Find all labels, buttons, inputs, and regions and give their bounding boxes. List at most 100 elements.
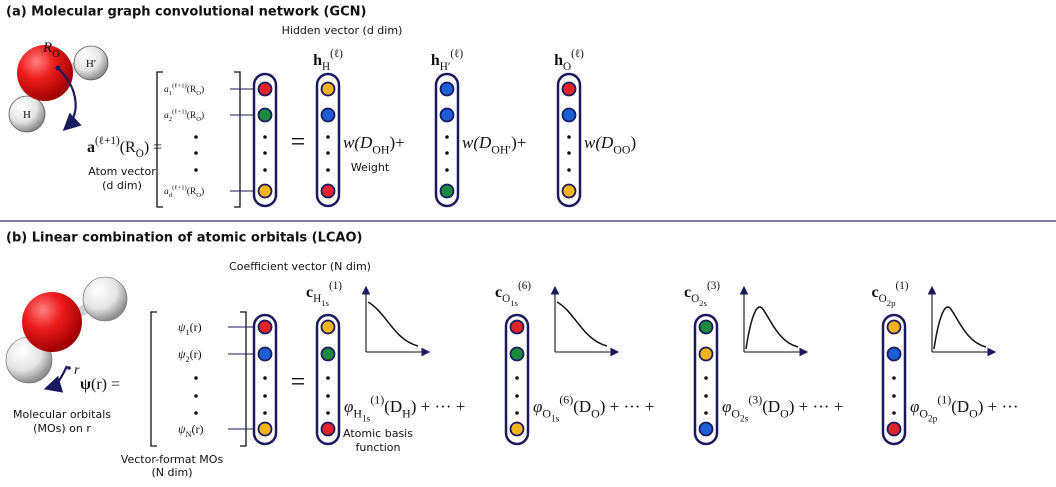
math-part: O [136,148,144,160]
math-part: ) [201,84,204,95]
math-part: φ [533,397,542,416]
ellipsis-dot [704,376,708,380]
ellipsis-dot [194,376,198,380]
ellipsis-dot [515,411,519,415]
math-part: H [322,61,330,73]
ellipsis-dot [194,168,198,172]
vector-element [322,423,335,436]
label: Coefficient vector (N dim) [229,260,371,273]
math-part: (r) = [91,376,120,393]
math-part: 1s [510,298,518,308]
vector-element [322,321,335,334]
math-part: OH′ [491,142,511,156]
math-part: h [431,52,440,69]
math-part: ) + ··· [978,397,1019,416]
label: (a) Molecular graph convolutional networ… [6,5,366,20]
math-part: H′ [440,61,451,73]
ellipsis-dot [704,411,708,415]
math-part: c [684,284,691,301]
math-part: 2s [740,414,749,424]
math-part: (r) [190,320,202,334]
math-part: c [871,284,878,301]
vector-element [322,185,335,198]
math-part: (ℓ) [571,48,584,60]
ellipsis-dot [515,376,519,380]
math-part: (1) [329,280,342,292]
vector-element [259,321,272,334]
vector-element [441,109,454,122]
math-part: ) + ··· + [789,397,844,416]
ellipsis-dot [892,411,896,415]
ellipsis-dot [326,376,330,380]
vector-element [441,185,454,198]
ellipsis-dot [445,168,449,172]
math-part: (6) [518,280,531,292]
vector-element [322,83,335,96]
ellipsis-dot [326,411,330,415]
vector-element [259,185,272,198]
math-part: O [563,61,571,73]
label: (MOs) on r [33,422,91,435]
vector-element [511,423,524,436]
ellipsis-dot [263,135,267,139]
label: function [356,441,401,454]
label: Molecular orbitals [13,408,111,421]
ellipsis-dot [892,376,896,380]
label: Weight [351,161,390,174]
math-part: (3) [748,393,762,407]
vector-element [888,348,901,361]
label: = [291,367,306,396]
math-part: ψ [80,376,91,393]
math-part: (r) [192,422,204,436]
atom-label: H [23,109,31,121]
math-part: (ℓ+1) [172,82,187,89]
ellipsis-dot [515,394,519,398]
vector-element [563,109,576,122]
math-part: w(D [343,133,373,152]
math-part: )+ [389,133,404,152]
label: (d dim) [102,179,142,192]
math-part: w(D [584,133,614,152]
vector-element [888,321,901,334]
math-part: ) [201,186,204,197]
ellipsis-dot [194,394,198,398]
label: Atom vector [88,165,156,178]
vector-element [563,185,576,198]
math-part: (D [384,397,402,416]
math-part: (1) [895,280,908,292]
label: Vector-format MOs [121,453,224,466]
ellipsis-dot [326,135,330,139]
math-part: (ℓ+1) [172,184,187,191]
math-part: ) [201,110,204,121]
math-part: 1s [551,414,560,424]
math-part: 2 [169,116,172,123]
vector-element [259,423,272,436]
label: Hidden vector (d dim) [282,24,403,37]
vector-element [563,83,576,96]
ellipsis-dot [567,151,571,155]
ellipsis-dot [326,394,330,398]
math-part: (6) [559,393,573,407]
math-part: (ℓ) [330,48,343,60]
math-part: 1s [321,298,329,308]
math-part: (ℓ+1) [172,108,187,115]
math-part: (ℓ+1) [95,135,120,147]
math-part: R [42,40,52,56]
math-part: a [87,139,95,156]
vector-element [700,423,713,436]
math-part: 2s [699,298,707,308]
math-part: (R [120,139,136,156]
math-part: h [313,52,322,69]
math-part: (D [573,397,591,416]
math-part: (ℓ) [450,48,463,60]
math-part: (D [951,397,969,416]
math-part: OH [372,142,390,156]
vector-element [441,83,454,96]
math-part: (1) [937,393,951,407]
ellipsis-dot [194,411,198,415]
math-part: 2p [928,414,938,424]
vector-element [700,348,713,361]
ellipsis-dot [263,394,267,398]
ellipsis-dot [263,376,267,380]
math-part: 1s [362,414,371,424]
